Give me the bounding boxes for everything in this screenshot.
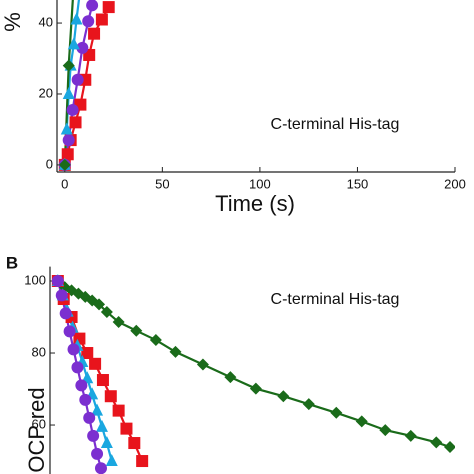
x-tick-label: 100 [249,176,271,191]
marker [96,374,109,387]
x-tick-label: 150 [347,176,369,191]
x-axis-label: Time (s) [215,191,295,216]
marker [277,390,290,403]
marker [51,275,64,288]
marker [89,357,102,370]
marker [91,447,104,460]
marker [100,436,113,449]
y-tick-label: 20 [39,85,53,100]
marker [112,316,125,329]
marker [93,298,106,311]
marker [79,393,92,406]
plot-area [51,274,455,474]
marker [62,134,75,147]
annotation: C-terminal His-tag [271,291,400,308]
marker [104,390,117,403]
marker [169,345,182,358]
marker [70,12,83,25]
y-tick-label: 80 [32,344,46,359]
marker [76,41,89,54]
marker [91,403,104,416]
marker [404,429,417,442]
x-tick-label: 50 [155,176,169,191]
marker [69,116,82,129]
plot-area [58,0,115,171]
marker [136,455,149,468]
x-tick-label: 0 [61,176,68,191]
marker [355,415,368,428]
marker [120,422,133,435]
marker [62,86,75,99]
y-tick-label: 0 [46,156,53,171]
marker [149,334,162,347]
marker [95,13,108,26]
marker [330,406,343,419]
marker [83,411,96,424]
y-tick-label: 40 [39,14,53,29]
panel-label: B [6,253,18,272]
series-line [63,6,110,166]
marker [88,27,101,40]
y-tick-label: 100 [24,272,46,287]
marker [249,382,262,395]
marker [67,37,80,50]
x-tick-label: 200 [444,176,466,191]
marker [81,347,94,360]
marker [60,122,73,135]
marker [71,361,84,374]
annotation: C-terminal His-tag [271,116,400,133]
marker [224,371,237,384]
marker [444,440,455,453]
marker [196,358,209,371]
marker [130,324,143,337]
marker [67,343,80,356]
marker [59,307,72,320]
marker [100,305,113,318]
y-axis-label: OCP red [24,387,49,472]
marker [379,424,392,437]
marker [302,398,315,411]
y-tick-label: 60 [32,416,46,431]
marker [71,73,84,86]
y-axis-label: % [0,12,25,32]
marker [86,0,99,12]
marker [66,103,79,116]
marker [105,454,118,467]
marker [128,437,141,450]
marker [75,379,88,392]
marker [61,148,74,161]
marker [82,15,95,28]
marker [87,429,100,442]
marker [112,404,125,417]
marker [102,1,115,14]
marker [58,158,71,171]
marker [94,462,107,474]
marker [430,436,443,449]
marker [55,289,68,302]
marker [63,325,76,338]
marker [62,59,75,72]
marker [95,419,108,432]
